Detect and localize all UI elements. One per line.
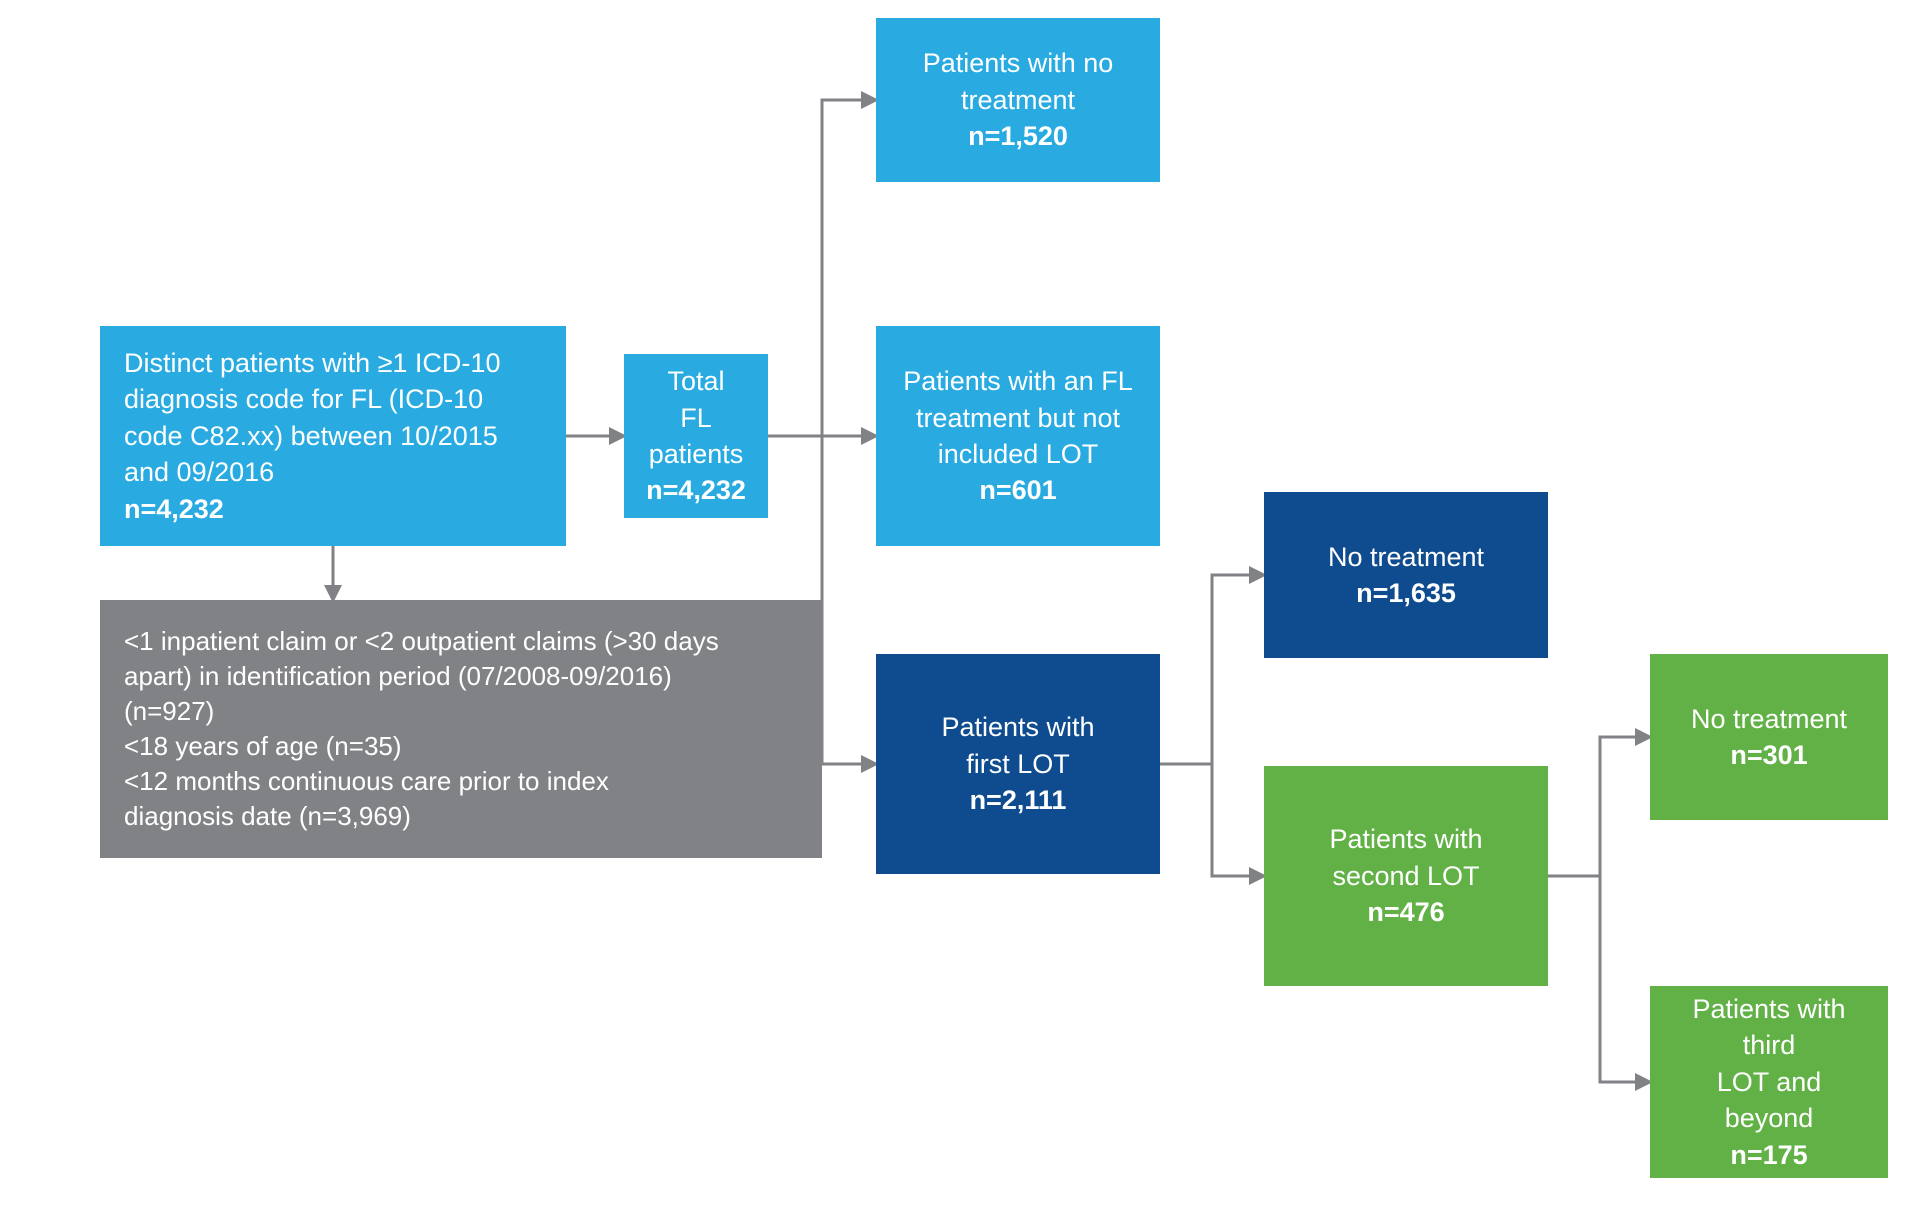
node-text-line: second LOT <box>1332 858 1479 894</box>
node-text-line: n=4,232 <box>124 491 542 527</box>
node-text-line: Patients with an FL <box>903 363 1133 399</box>
node-text-line: treatment but not <box>916 400 1120 436</box>
node-text-line: Distinct patients with ≥1 ICD-10 <box>124 345 542 381</box>
flowchart-node-source: Distinct patients with ≥1 ICD-10diagnosi… <box>100 326 566 546</box>
node-text-line: <1 inpatient claim or <2 outpatient clai… <box>124 624 798 659</box>
flowchart-edge <box>1600 876 1650 1082</box>
flowchart-node-no_treatment_1: Patients with notreatmentn=1,520 <box>876 18 1160 182</box>
flowchart-edge <box>822 436 876 764</box>
node-text-line: first LOT <box>966 746 1070 782</box>
node-text-line: Patients with <box>1329 821 1482 857</box>
flowchart-node-exclusion: <1 inpatient claim or <2 outpatient clai… <box>100 600 822 858</box>
node-text-line: n=1,635 <box>1356 575 1456 611</box>
node-text-line: and 09/2016 <box>124 454 542 490</box>
node-text-line: <12 months continuous care prior to inde… <box>124 764 798 799</box>
node-text-line: Patients with no <box>923 45 1114 81</box>
node-text-line: treatment <box>961 82 1075 118</box>
node-text-line: n=476 <box>1367 894 1444 930</box>
node-text-line: LOT and beyond <box>1674 1064 1864 1137</box>
node-text-line: n=1,520 <box>968 118 1068 154</box>
node-text-line: <18 years of age (n=35) <box>124 729 798 764</box>
node-text-line: included LOT <box>938 436 1099 472</box>
flowchart-edge <box>822 100 876 436</box>
node-text-line: n=601 <box>979 472 1056 508</box>
node-text-line: n=175 <box>1730 1137 1807 1173</box>
node-text-line: n=301 <box>1730 737 1807 773</box>
flowchart-node-no_treatment_3: No treatmentn=301 <box>1650 654 1888 820</box>
flowchart-node-first_lot: Patients withfirst LOTn=2,111 <box>876 654 1160 874</box>
node-text-line: diagnosis code for FL (ICD-10 <box>124 381 542 417</box>
flowchart-node-total: Total FLpatientsn=4,232 <box>624 354 768 518</box>
flowchart-node-third_lot: Patients with thirdLOT and beyondn=175 <box>1650 986 1888 1178</box>
node-text-line: Patients with third <box>1674 991 1864 1064</box>
node-text-line: patients <box>649 436 744 472</box>
node-text-line: n=2,111 <box>970 782 1067 818</box>
node-text-line: (n=927) <box>124 694 798 729</box>
node-text-line: code C82.xx) between 10/2015 <box>124 418 542 454</box>
node-text-line: apart) in identification period (07/2008… <box>124 659 798 694</box>
flowchart-edge <box>1160 575 1264 764</box>
node-text-line: No treatment <box>1691 701 1847 737</box>
flowchart-node-not_included_lot: Patients with an FLtreatment but notincl… <box>876 326 1160 546</box>
node-text-line: Patients with <box>941 709 1094 745</box>
node-text-line: No treatment <box>1328 539 1484 575</box>
flowchart-edge <box>1212 764 1264 876</box>
flowchart-edge <box>1548 737 1650 876</box>
node-text-line: Total FL <box>648 363 744 436</box>
node-text-line: n=4,232 <box>646 472 746 508</box>
node-text-line: diagnosis date (n=3,969) <box>124 799 798 834</box>
flowchart-node-no_treatment_2: No treatmentn=1,635 <box>1264 492 1548 658</box>
flowchart-node-second_lot: Patients withsecond LOTn=476 <box>1264 766 1548 986</box>
